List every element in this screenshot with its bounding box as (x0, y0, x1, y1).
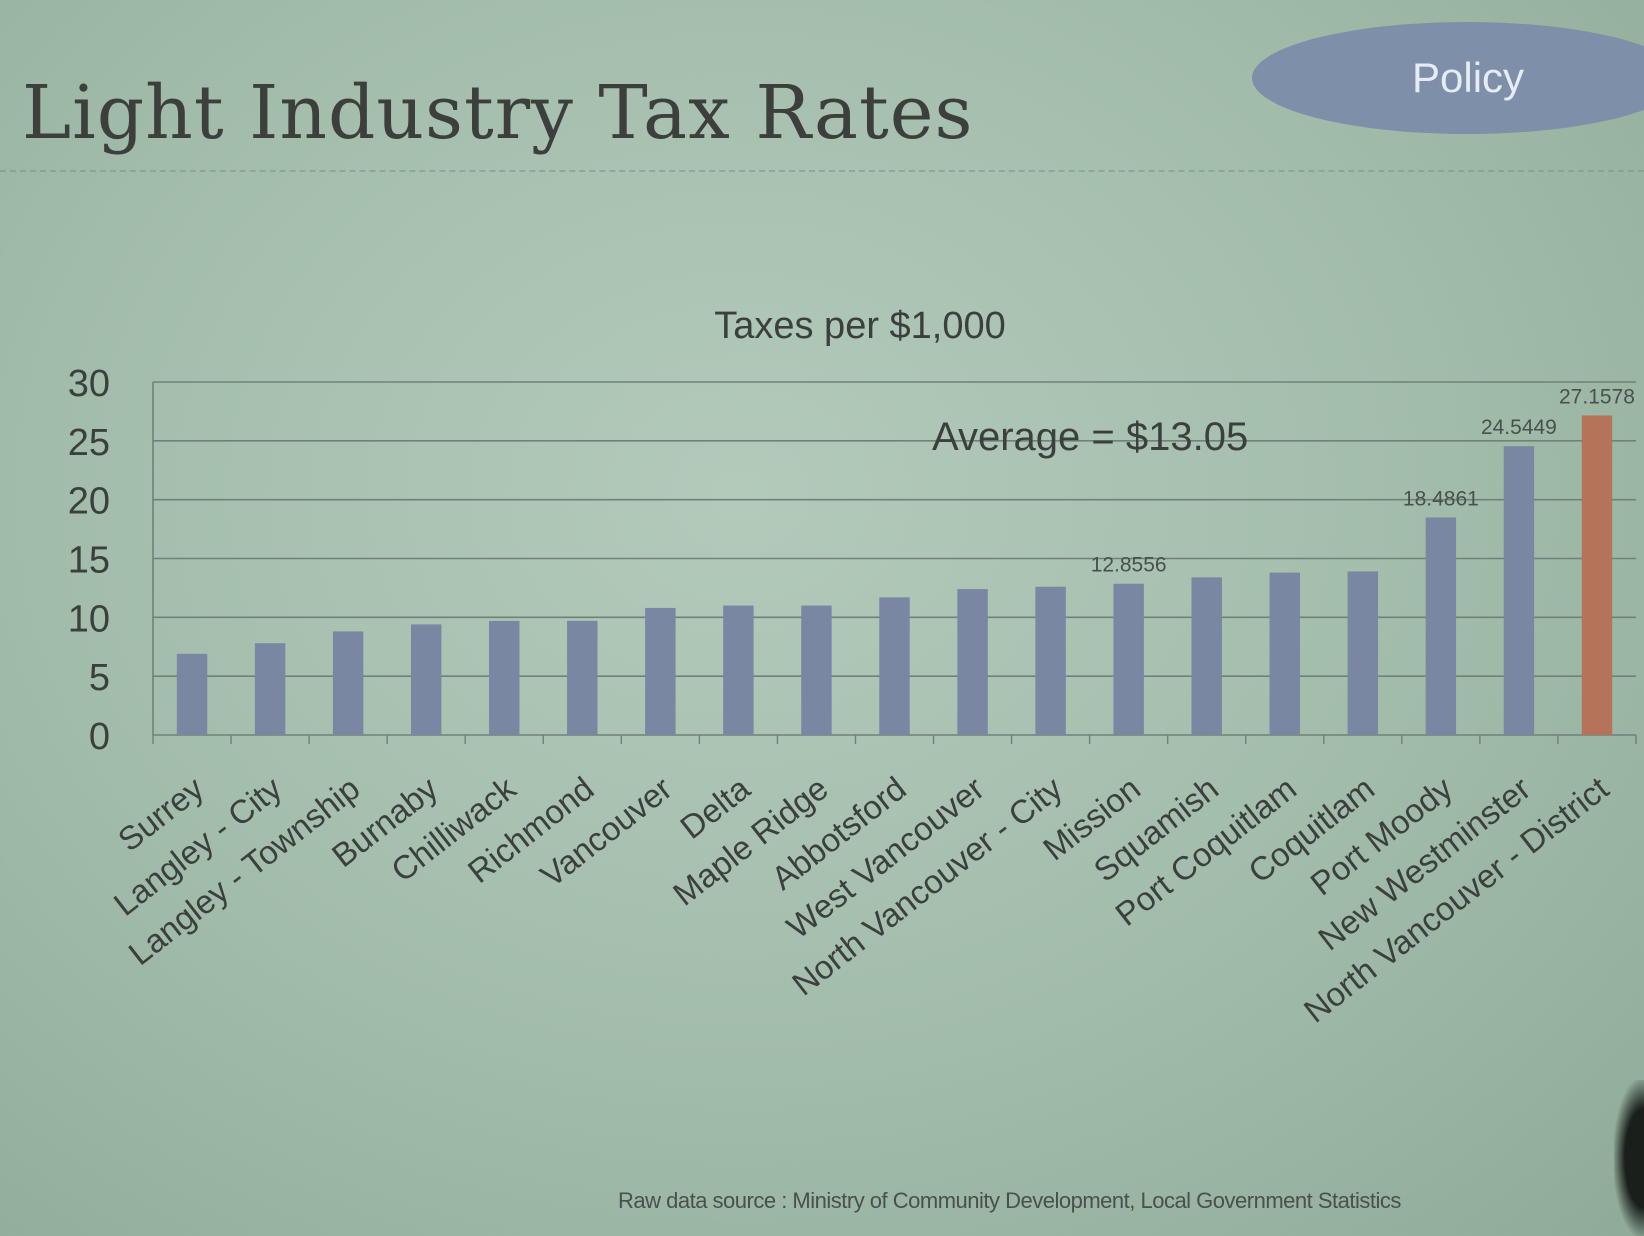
bar-new-westminster (1503, 446, 1535, 735)
bar-surrey (176, 653, 208, 735)
policy-badge[interactable]: Policy (1252, 22, 1644, 134)
y-tick-label: 0 (89, 716, 110, 758)
y-tick-label: 15 (68, 540, 110, 582)
bar-vancouver (645, 607, 676, 735)
bar-port-moody (1425, 517, 1457, 735)
bar-langley-city (254, 643, 286, 735)
y-axis-ticks: 0 5 10 15 20 25 30 (68, 363, 110, 758)
y-tick-label: 10 (68, 598, 110, 640)
bar-north-vancouver-city (1035, 586, 1066, 735)
bar-maple-ridge (801, 605, 832, 735)
bar-west-vancouver (957, 589, 988, 735)
y-tick-label: 30 (68, 363, 110, 405)
bar-burnaby (410, 624, 442, 735)
presenter-shadow (1614, 1080, 1644, 1236)
slide-title: Light Industry Tax Rates (22, 70, 974, 156)
data-label: 12.8556 (1091, 554, 1167, 577)
data-source-note: Raw data source : Ministry of Community … (618, 1188, 1401, 1213)
title-divider (0, 170, 1644, 172)
bar-north-vancouver-district (1581, 415, 1613, 735)
bars (176, 415, 1613, 735)
chart-title: Taxes per $1,000 (714, 305, 1006, 347)
bar-port-coquitlam (1269, 572, 1300, 735)
y-tick-label: 5 (89, 657, 110, 699)
bar-delta (723, 605, 754, 735)
bar-abbotsford (879, 597, 910, 735)
data-label: 27.1578 (1559, 385, 1635, 408)
data-label: 24.5449 (1481, 416, 1557, 439)
average-annotation: Average = $13.05 (932, 415, 1248, 459)
y-tick-label: 20 (68, 481, 110, 523)
bar-coquitlam (1347, 571, 1379, 735)
bar-langley-township (332, 631, 364, 735)
bar-squamish (1191, 577, 1222, 735)
bar-chilliwack (489, 620, 520, 735)
bar-mission (1113, 583, 1144, 735)
bar-richmond (567, 620, 598, 735)
data-label: 18.4861 (1403, 487, 1479, 510)
y-tick-label: 25 (68, 422, 110, 464)
